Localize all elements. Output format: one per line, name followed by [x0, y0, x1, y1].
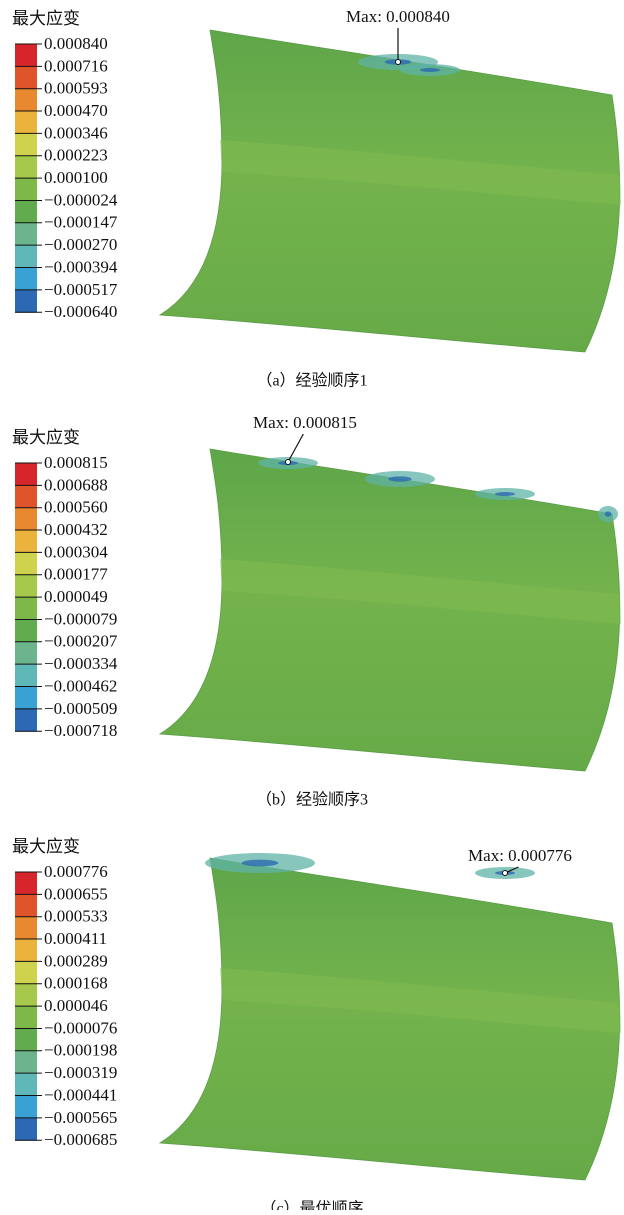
legend-label: −0.000509: [44, 699, 117, 718]
legend-swatch: [15, 1051, 37, 1074]
legend-label: 0.000168: [44, 974, 108, 993]
legend-label: −0.000394: [44, 257, 118, 276]
legend-swatch: [15, 575, 37, 598]
caption: （a）经验顺序1: [256, 372, 367, 390]
legend-swatch: [15, 66, 37, 89]
legend-swatch: [15, 463, 37, 486]
legend-label: 0.000411: [44, 929, 107, 948]
legend-swatch: [15, 984, 37, 1007]
legend-label: −0.000198: [44, 1041, 117, 1060]
legend-label: −0.000718: [44, 721, 117, 740]
legend-label: −0.000270: [44, 235, 117, 254]
legend-label: 0.000688: [44, 475, 108, 494]
figure: Max: 0.000840 最大应变 0.000840 0.000716 0.00059…: [0, 0, 624, 1210]
legend-swatch: [15, 268, 37, 291]
strain-spot-core: [242, 860, 279, 867]
legend-label: −0.000207: [44, 632, 118, 651]
max-point: [503, 871, 508, 876]
legend-swatch: [15, 223, 37, 246]
legend-swatch: [15, 1028, 37, 1051]
legend-swatch: [15, 1118, 37, 1141]
legend-title: 最大应变: [12, 9, 80, 28]
legend-label: −0.000334: [44, 654, 118, 673]
caption: （b）经验顺序3: [256, 791, 368, 809]
legend-swatch: [15, 485, 37, 508]
legend-label: −0.000565: [44, 1108, 117, 1127]
legend-label: 0.000049: [44, 587, 108, 606]
legend-label: 0.000346: [44, 123, 108, 142]
strain-spot-core: [388, 476, 411, 481]
legend-swatch: [15, 508, 37, 531]
legend-swatch: [15, 939, 37, 962]
legend-label: 0.000776: [44, 862, 108, 881]
legend-label: 0.000289: [44, 951, 108, 970]
max-label: Max: 0.000840: [346, 7, 450, 26]
legend-label: 0.000533: [44, 907, 108, 926]
legend-label: 0.000046: [44, 996, 108, 1015]
max-label: Max: 0.000776: [468, 846, 572, 865]
strain-spot-core: [495, 492, 515, 496]
legend-swatch: [15, 687, 37, 710]
panel: Max: 0.000776 最大应变 0.000776 0.000655 0.00053…: [12, 837, 621, 1210]
legend-label: 0.000223: [44, 146, 108, 165]
legend-swatch: [15, 178, 37, 201]
legend-label: 0.000593: [44, 79, 108, 98]
legend-label: −0.000076: [44, 1018, 117, 1037]
panel: Max: 0.000815 最大应变 0.000815 0.000688 0.00056…: [12, 413, 621, 809]
legend-swatch: [15, 200, 37, 223]
legend-title: 最大应变: [12, 837, 80, 856]
legend-swatch: [15, 552, 37, 575]
legend-label: 0.000840: [44, 34, 108, 53]
legend-label: 0.000815: [44, 453, 108, 472]
legend-swatch: [15, 1096, 37, 1119]
legend-swatch: [15, 89, 37, 112]
legend-swatch: [15, 1006, 37, 1029]
legend-swatch: [15, 619, 37, 642]
legend-label: 0.000716: [44, 56, 108, 75]
page: {"panels": [ {"legend_title": "最大应变", "l…: [0, 0, 624, 1210]
legend-swatch: [15, 44, 37, 67]
panel: Max: 0.000840 最大应变 0.000840 0.000716 0.00059…: [12, 7, 621, 390]
legend-swatch: [15, 133, 37, 156]
legend-label: −0.000517: [44, 280, 118, 299]
legend-swatch: [15, 961, 37, 984]
legend-label: −0.000685: [44, 1130, 117, 1149]
legend-label: 0.000560: [44, 498, 108, 517]
legend-title: 最大应变: [12, 428, 80, 447]
legend-label: −0.000147: [44, 213, 118, 232]
legend-swatch: [15, 917, 37, 940]
max-point: [396, 60, 401, 65]
legend-swatch: [15, 1073, 37, 1096]
legend-swatch: [15, 709, 37, 732]
legend-swatch: [15, 642, 37, 665]
legend-label: −0.000024: [44, 190, 118, 209]
legend-label: 0.000177: [44, 565, 108, 584]
legend-swatch: [15, 156, 37, 179]
strain-spot-core: [420, 68, 440, 72]
legend-swatch: [15, 894, 37, 917]
legend-label: −0.000462: [44, 676, 117, 695]
legend-label: −0.000079: [44, 609, 117, 628]
legend-swatch: [15, 530, 37, 553]
max-point: [286, 460, 291, 465]
legend-swatch: [15, 111, 37, 134]
legend-swatch: [15, 872, 37, 895]
legend-swatch: [15, 290, 37, 313]
legend-label: 0.000655: [44, 884, 108, 903]
legend-swatch: [15, 597, 37, 620]
legend-swatch: [15, 245, 37, 268]
strain-spot-core: [605, 511, 612, 516]
legend-label: 0.000304: [44, 542, 108, 561]
legend-swatch: [15, 664, 37, 687]
caption: （c）最优顺序: [260, 1200, 363, 1210]
legend-label: 0.000470: [44, 101, 108, 120]
legend-label: 0.000432: [44, 520, 108, 539]
legend-label: −0.000319: [44, 1063, 117, 1082]
legend-label: −0.000441: [44, 1085, 117, 1104]
legend-label: 0.000100: [44, 168, 108, 187]
legend-label: −0.000640: [44, 302, 117, 321]
max-label: Max: 0.000815: [253, 413, 357, 432]
